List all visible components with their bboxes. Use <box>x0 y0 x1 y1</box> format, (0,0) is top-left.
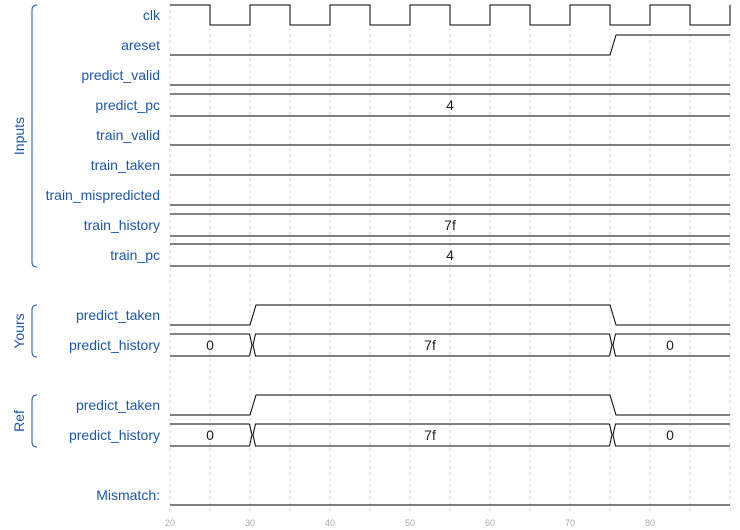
bit-wave <box>170 394 730 416</box>
bus-value: 0 <box>206 337 214 353</box>
bus-value: 0 <box>666 337 674 353</box>
signal-name: predict_taken <box>76 307 160 323</box>
signal-name: train_mispredicted <box>46 187 160 203</box>
group-brace <box>31 4 38 268</box>
bus-value: 7f <box>444 217 456 233</box>
bit-wave <box>170 304 730 326</box>
group-label: Inputs <box>11 117 27 155</box>
clock-wave <box>170 4 731 26</box>
signal-name: predict_pc <box>95 97 160 113</box>
signal-name: train_taken <box>91 157 160 173</box>
bus-segment <box>170 213 730 237</box>
time-tick-label: 60 <box>485 518 495 528</box>
time-axis: 20 30 40 50 60 70 80 <box>165 518 655 528</box>
group-brace <box>31 394 38 448</box>
signal-trace: 4 <box>170 93 730 117</box>
group-label: Ref <box>11 410 27 432</box>
bus-value: 7f <box>424 427 436 443</box>
signal-groups: Inputs Yours Ref <box>11 4 38 448</box>
group-label: Yours <box>11 313 27 348</box>
time-tick-label: 70 <box>565 518 575 528</box>
time-grid <box>169 4 731 512</box>
signal-names: clk areset predict_valid predict_pc train_va… <box>46 7 161 503</box>
bus-value: 0 <box>666 427 674 443</box>
signal-name: predict_history <box>69 337 160 353</box>
bus-segment <box>612 333 730 357</box>
time-tick-label: 80 <box>645 518 655 528</box>
time-tick-label: 30 <box>245 518 255 528</box>
signal-trace <box>170 304 730 326</box>
signal-name: predict_taken <box>76 397 160 413</box>
signal-waveforms: 4 7f 4 0 7f 0 0 7f 0 <box>170 4 731 506</box>
signal-trace <box>170 394 730 416</box>
group-brace <box>31 304 38 358</box>
signal-trace <box>170 4 731 26</box>
signal-name: Mismatch: <box>96 487 160 503</box>
bus-segment <box>252 423 613 447</box>
bus-segment <box>170 243 730 267</box>
signal-name: train_pc <box>110 247 160 263</box>
time-tick-label: 20 <box>165 518 175 528</box>
signal-name: predict_history <box>69 427 160 443</box>
signal-trace <box>170 34 730 56</box>
signal-name: areset <box>121 37 160 53</box>
bus-value: 4 <box>446 247 454 263</box>
signal-trace: 0 7f 0 <box>170 333 730 357</box>
signal-name: predict_valid <box>81 67 160 83</box>
time-tick-label: 40 <box>325 518 335 528</box>
bus-segment <box>170 423 253 447</box>
bus-value: 4 <box>446 97 454 113</box>
bus-segment <box>170 333 253 357</box>
bus-value: 7f <box>424 337 436 353</box>
bus-segment <box>612 423 730 447</box>
signal-name: train_valid <box>96 127 160 143</box>
signal-trace: 7f <box>170 213 730 237</box>
signal-name: train_history <box>84 217 160 233</box>
bus-segment <box>252 333 613 357</box>
bit-wave <box>170 34 730 56</box>
signal-trace: 0 7f 0 <box>170 423 730 447</box>
time-tick-label: 50 <box>405 518 415 528</box>
bus-segment <box>170 93 730 117</box>
signal-trace: 4 <box>170 243 730 267</box>
bus-value: 0 <box>206 427 214 443</box>
signal-name: clk <box>143 7 161 23</box>
